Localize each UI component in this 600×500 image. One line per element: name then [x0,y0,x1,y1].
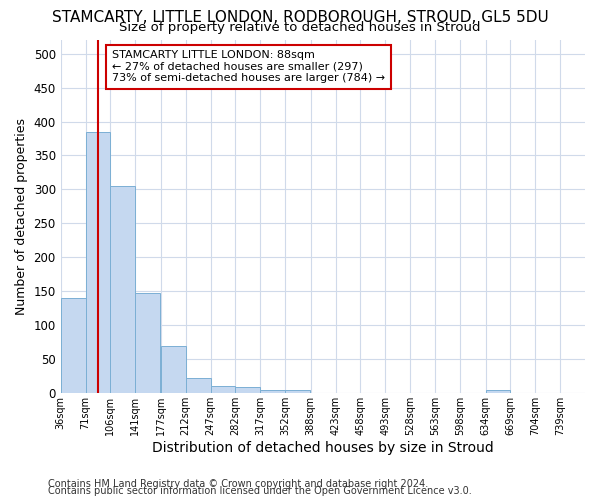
Bar [285,390,310,394]
Y-axis label: Number of detached properties: Number of detached properties [15,118,28,315]
Bar [135,292,160,394]
Bar [485,390,511,394]
Text: STAMCARTY, LITTLE LONDON, RODBOROUGH, STROUD, GL5 5DU: STAMCARTY, LITTLE LONDON, RODBOROUGH, ST… [52,10,548,25]
Bar [235,387,260,394]
Bar [161,346,186,394]
Bar [61,298,86,394]
X-axis label: Distribution of detached houses by size in Stroud: Distribution of detached houses by size … [152,441,494,455]
Bar [186,378,211,394]
Bar [260,390,285,394]
Text: STAMCARTY LITTLE LONDON: 88sqm
← 27% of detached houses are smaller (297)
73% of: STAMCARTY LITTLE LONDON: 88sqm ← 27% of … [112,50,385,84]
Text: Size of property relative to detached houses in Stroud: Size of property relative to detached ho… [119,21,481,34]
Bar [211,386,235,394]
Text: Contains public sector information licensed under the Open Government Licence v3: Contains public sector information licen… [48,486,472,496]
Bar [110,186,135,394]
Bar [86,132,110,394]
Text: Contains HM Land Registry data © Crown copyright and database right 2024.: Contains HM Land Registry data © Crown c… [48,479,428,489]
